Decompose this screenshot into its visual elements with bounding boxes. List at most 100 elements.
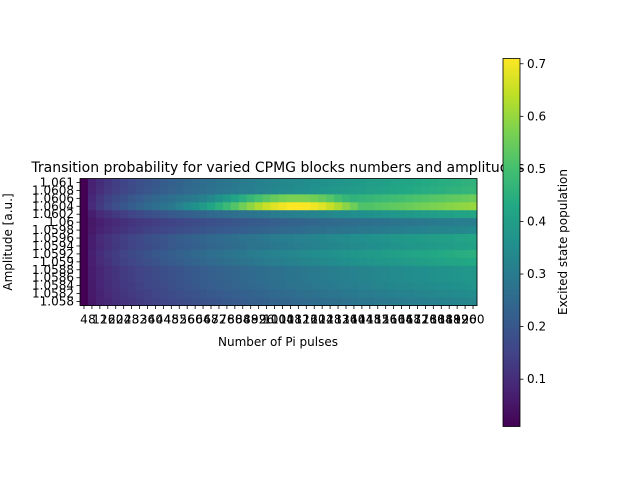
heatmap-cell: [246, 273, 256, 283]
heatmap-cell: [342, 234, 351, 243]
heatmap-cell: [389, 265, 398, 275]
heatmap-cell: [262, 178, 271, 187]
heatmap-cell: [326, 242, 335, 251]
heatmap-cell: [286, 226, 295, 235]
heatmap-cell: [318, 234, 327, 243]
heatmap-cell: [302, 210, 311, 219]
heatmap-cell: [381, 234, 391, 243]
heatmap-cell: [175, 289, 184, 298]
heatmap-cell: [238, 202, 248, 211]
heatmap-cell: [342, 297, 351, 306]
x-tick-label: 132: [327, 313, 350, 327]
heatmap-cell: [357, 281, 367, 291]
y-axis-ticks: 1.0581.05821.05841.05861.05881.0591.0592…: [32, 175, 80, 309]
heatmap-cell: [135, 234, 144, 243]
heatmap-cell: [461, 218, 470, 227]
heatmap-cell: [421, 210, 430, 219]
heatmap-cell: [365, 265, 375, 275]
heatmap-cell: [95, 273, 105, 283]
heatmap-cell: [413, 178, 422, 187]
heatmap-cell: [318, 218, 327, 227]
y-tick-label: 1.0596: [32, 231, 74, 245]
heatmap-cell: [270, 273, 279, 283]
heatmap-cell: [413, 218, 422, 227]
heatmap-cell: [357, 297, 367, 306]
heatmap-cell: [262, 289, 271, 298]
heatmap-cell: [294, 265, 303, 275]
heatmap-cell: [461, 297, 470, 306]
heatmap-cell: [254, 265, 264, 275]
heatmap-cell: [278, 297, 287, 306]
heatmap-cell: [230, 186, 240, 195]
heatmap-cell: [413, 249, 422, 259]
heatmap-cell: [175, 202, 184, 211]
y-tick-label: 1.0588: [32, 263, 74, 277]
y-tick-label: 1.0586: [32, 271, 74, 285]
heatmap-cell: [87, 186, 97, 195]
heatmap-cell: [373, 297, 383, 306]
heatmap-cell: [214, 234, 224, 243]
heatmap-cell: [159, 234, 168, 243]
heatmap-cell: [294, 234, 303, 243]
heatmap-cell: [238, 226, 248, 235]
heatmap-cell: [453, 289, 462, 298]
heatmap-cell: [111, 226, 121, 235]
heatmap-cell: [175, 178, 184, 187]
heatmap-cell: [238, 289, 248, 298]
heatmap-cell: [278, 194, 287, 203]
heatmap-cell: [207, 265, 216, 275]
heatmap-cell: [199, 242, 208, 251]
heatmap-cell: [95, 242, 105, 251]
heatmap-cell: [286, 202, 295, 211]
heatmap-cell: [381, 242, 391, 251]
heatmap-cell: [111, 194, 121, 203]
heatmap-cell: [207, 281, 216, 291]
heatmap-cell: [437, 226, 446, 235]
heatmap-cell: [389, 186, 398, 195]
heatmap-cell: [469, 249, 478, 259]
heatmap-cell: [262, 257, 271, 267]
heatmap-cell: [429, 210, 438, 219]
heatmap-cell: [159, 297, 168, 306]
x-tick-label: 128: [319, 313, 342, 327]
heatmap-cell: [230, 210, 240, 219]
heatmap-cell: [127, 273, 136, 283]
heatmap-cell: [135, 265, 144, 275]
heatmap-cell: [143, 218, 152, 227]
heatmap-cell: [254, 289, 264, 298]
heatmap-cell: [429, 281, 438, 291]
heatmap-cell: [365, 226, 375, 235]
heatmap-cell: [214, 281, 224, 291]
x-tick-label: 72: [211, 313, 226, 327]
heatmap-cell: [469, 210, 478, 219]
heatmap-cell: [119, 249, 129, 259]
heatmap-cell: [365, 297, 375, 306]
heatmap-cell: [95, 186, 105, 195]
heatmap-cell: [238, 281, 248, 291]
heatmap-cell: [469, 226, 478, 235]
heatmap-cell: [334, 178, 343, 187]
heatmap-cell: [421, 234, 430, 243]
heatmap-cell: [127, 281, 136, 291]
heatmap-cell: [310, 194, 319, 203]
heatmap-cell: [286, 234, 295, 243]
x-tick-label: 12: [92, 313, 107, 327]
heatmap-cell: [119, 273, 129, 283]
heatmap-cell: [246, 210, 256, 219]
heatmap-cell: [111, 202, 121, 211]
heatmap-cell: [87, 194, 97, 203]
heatmap-cell: [294, 297, 303, 306]
heatmap-cell: [318, 202, 327, 211]
colorbar-tick-label: 0.2: [527, 320, 546, 334]
heatmap-cell: [135, 194, 144, 203]
heatmap-cell: [342, 178, 351, 187]
heatmap-cell: [326, 194, 335, 203]
heatmap-cell: [87, 218, 97, 227]
heatmap-cell: [95, 210, 105, 219]
heatmap-cell: [318, 226, 327, 235]
heatmap-cell: [310, 218, 319, 227]
heatmap-cell: [87, 210, 97, 219]
heatmap-cell: [159, 242, 168, 251]
x-tick-label: 140: [342, 313, 365, 327]
heatmap-cell: [278, 234, 287, 243]
